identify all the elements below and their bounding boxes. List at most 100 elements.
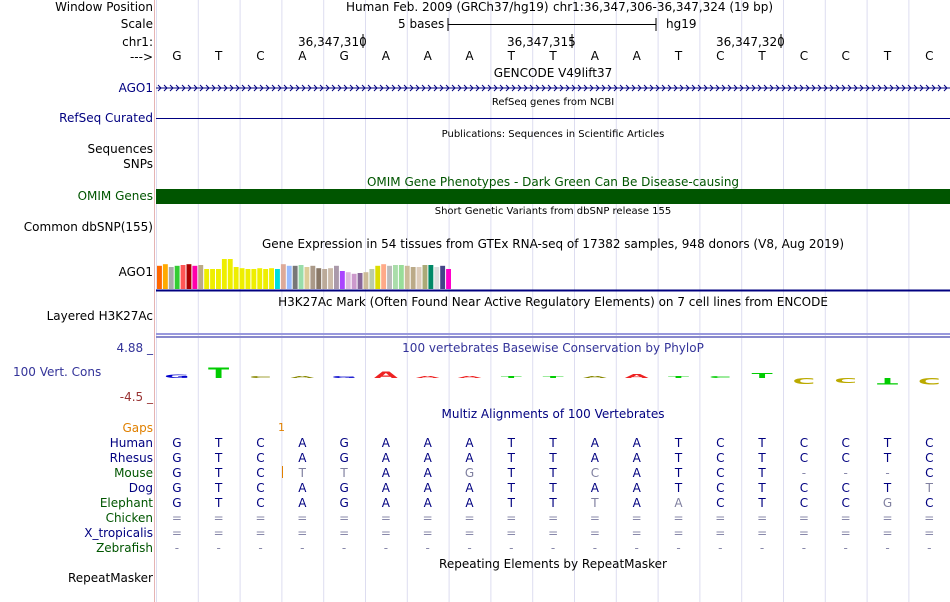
alignment-base: A [590, 451, 599, 465]
gaps-label: Gaps [122, 421, 153, 435]
strand-arrow [877, 84, 882, 92]
conservation-track-title[interactable]: 100 vertebrates Basewise Conservation by… [402, 341, 704, 355]
species-label[interactable]: Chicken [105, 511, 153, 525]
strand-arrow [181, 84, 186, 92]
strand-arrow [175, 84, 180, 92]
gencode-gene-label[interactable]: AGO1 [118, 81, 153, 95]
species-label[interactable]: Mouse [114, 466, 153, 480]
phylop-base-glyph: T [752, 372, 774, 380]
alignment-base: - [927, 541, 932, 555]
strand-arrow [757, 84, 762, 92]
strand-arrow [271, 84, 276, 92]
species-label[interactable]: Dog [128, 481, 153, 495]
alignment-base: A [298, 436, 307, 450]
alignment-base: = [171, 526, 182, 540]
scale-text: 5 bases [398, 17, 445, 31]
alignment-base: - [885, 541, 890, 555]
conservation-track-label[interactable]: 100 Vert. Cons [13, 365, 102, 379]
gtex-tissue-bar [334, 265, 339, 289]
alignment-base: A [590, 481, 599, 495]
strand-arrow [661, 84, 666, 92]
gencode-track-title[interactable]: GENCODE V49lift37 [493, 66, 613, 80]
alignment-base: A [465, 436, 474, 450]
alignment-base: A [674, 496, 683, 510]
base-gridlines [156, 0, 910, 602]
strand-arrow [709, 84, 714, 92]
gtex-expression-chart[interactable] [156, 250, 950, 292]
repeatmasker-track-label[interactable]: RepeatMasker [67, 571, 153, 585]
ruler-tick [571, 34, 573, 48]
repeatmasker-track-title[interactable]: Repeating Elements by RepeatMasker [439, 557, 667, 571]
omim-feature-bar[interactable] [156, 189, 950, 204]
gtex-tissue-bar [239, 268, 245, 289]
strand-arrow [337, 84, 342, 92]
h3k27ac-signal-line[interactable] [156, 333, 950, 335]
gencode-gene-feature[interactable] [156, 82, 950, 94]
refseq-gene-feature[interactable] [156, 118, 950, 119]
species-label[interactable]: Human [109, 436, 153, 450]
gtex-track-title[interactable]: Gene Expression in 54 tissues from GTEx … [261, 237, 845, 251]
phylop-logo[interactable]: G T C A G A A A T T A A T C TC C T C [156, 356, 950, 396]
alignment-base: A [381, 466, 390, 480]
position-text: chr1:36,347,306-36,347,324 (19 bp) [553, 0, 774, 14]
alignment-base: A [381, 481, 390, 495]
refseq-track-label[interactable]: RefSeq Curated [59, 111, 153, 125]
strand-arrow [397, 84, 402, 92]
gtex-tissue-bar [275, 269, 280, 289]
alignment-base: A [298, 481, 307, 495]
strand-arrow [643, 84, 648, 92]
gtex-tissue-bar [198, 265, 204, 289]
alignment-base: = [213, 526, 224, 540]
dbsnp-track-label[interactable]: Common dbSNP(155) [23, 220, 153, 234]
strand-arrow [727, 84, 732, 92]
gtex-tissue-bar [280, 264, 286, 289]
strand-arrow [631, 84, 636, 92]
reference-base: C [256, 49, 265, 63]
alignment-base: - [718, 541, 723, 555]
species-label[interactable]: Zebrafish [96, 541, 153, 555]
omim-track-title[interactable]: OMIM Gene Phenotypes - Dark Green Can Be… [366, 175, 740, 189]
alignment-base: = [882, 511, 893, 525]
h3k27ac-track-title[interactable]: H3K27Ac Mark (Often Found Near Active Re… [278, 295, 828, 309]
gtex-tissue-bar [221, 259, 227, 289]
strand-arrow [865, 84, 870, 92]
publications-track-title[interactable]: Publications: Sequences in Scientific Ar… [441, 129, 665, 140]
strand-arrow [745, 84, 750, 92]
species-label[interactable]: Elephant [99, 496, 153, 510]
strand-arrow [619, 84, 624, 92]
window-position-label: Window Position [55, 0, 153, 14]
h3k27ac-signal-line[interactable] [156, 336, 950, 338]
strand-arrow [499, 84, 504, 92]
gtex-tissue-bar [398, 265, 404, 289]
multiz-track-title[interactable]: Multiz Alignments of 100 Vertebrates [441, 407, 665, 421]
alignment-base: = [255, 511, 266, 525]
strand-arrow [925, 84, 930, 92]
gtex-gene-label[interactable]: AGO1 [118, 265, 153, 279]
gtex-tissue-bar [416, 267, 422, 289]
h3k27ac-track-label[interactable]: Layered H3K27Ac [46, 309, 153, 323]
assembly-text: Human Feb. 2009 (GRCh37/hg19) [346, 0, 549, 14]
alignment-base: = [924, 511, 935, 525]
alignment-base: - [843, 466, 848, 480]
alignment-base: - [676, 541, 681, 555]
alignment-base: = [464, 526, 475, 540]
gtex-tissue-bar [339, 271, 345, 289]
species-label[interactable]: X_tropicalis [84, 526, 153, 540]
publications-track-label[interactable]: Sequences [87, 142, 153, 156]
gtex-tissue-bar [286, 265, 292, 289]
strand-arrow [415, 84, 420, 92]
refseq-track-title[interactable]: RefSeq genes from NCBI [491, 97, 615, 108]
gtex-tissue-bar [316, 268, 322, 289]
strand-arrow [553, 84, 558, 92]
alignment-base: = [840, 511, 851, 525]
omim-track-label[interactable]: OMIM Genes [77, 189, 153, 203]
species-label[interactable]: Rhesus [109, 451, 153, 465]
dbsnp-track-title[interactable]: Short Genetic Variants from dbSNP releas… [434, 206, 672, 217]
gtex-tissue-bar [168, 267, 174, 289]
alignment-base: - [216, 541, 221, 555]
strand-arrow [919, 84, 924, 92]
reference-base: T [674, 49, 683, 63]
alignment-base: T [340, 466, 348, 480]
strand-arrow [733, 84, 738, 92]
snps-track-label[interactable]: SNPs [123, 157, 153, 171]
